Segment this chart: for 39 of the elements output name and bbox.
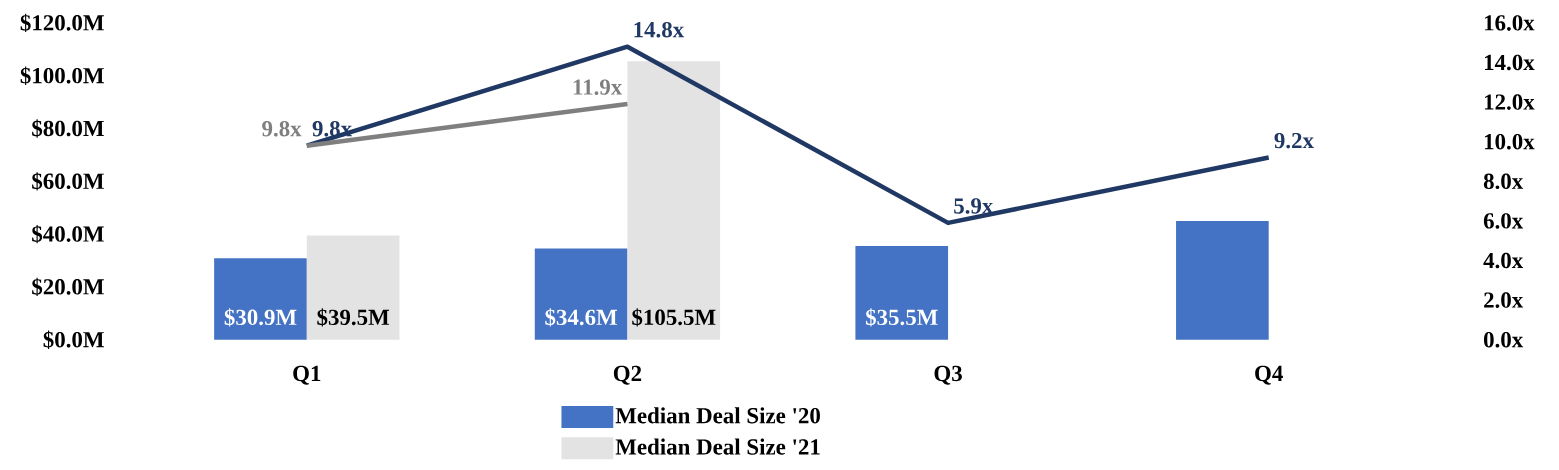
y-tick-label: $0.0M bbox=[43, 330, 104, 349]
y-tick-label: $60.0M bbox=[32, 172, 104, 191]
data-label: 5.9x bbox=[954, 198, 994, 214]
y2-tick-label: 16.0x bbox=[1484, 15, 1535, 31]
data-label: 14.8x bbox=[634, 21, 685, 38]
x-tick-label: Q3 bbox=[934, 365, 962, 385]
y2-tick-label: 4.0x bbox=[1483, 252, 1524, 269]
y-tick-label: $40.0M bbox=[32, 224, 104, 244]
y2-tick-label: 14.0x bbox=[1484, 54, 1535, 71]
bar bbox=[855, 245, 949, 340]
data-label: 9.2x bbox=[1274, 132, 1314, 149]
x-tick-label: Q4 bbox=[1255, 365, 1283, 385]
y2-tick-label: 12.0x bbox=[1484, 94, 1535, 110]
y2-tick-label: 8.0x bbox=[1483, 173, 1524, 189]
y-tick-label: $120.0M bbox=[20, 13, 104, 32]
y-tick-label: $80.0M bbox=[32, 119, 104, 138]
y2-tick-label: 10.0x bbox=[1484, 133, 1535, 150]
bar bbox=[214, 258, 307, 340]
bar bbox=[1176, 220, 1269, 340]
y2-tick-label: 6.0x bbox=[1483, 213, 1524, 229]
data-label: 9.8x bbox=[262, 120, 302, 137]
line-series bbox=[304, 44, 1271, 226]
x-tick-label: Q2 bbox=[613, 365, 642, 385]
y2-tick-label: 0.0x bbox=[1483, 331, 1524, 348]
data-label: $34.6M bbox=[545, 308, 618, 327]
y2-tick-label: 2.0x bbox=[1484, 292, 1524, 308]
data-label: $105.5M bbox=[632, 308, 716, 327]
y-tick-label: $20.0M bbox=[32, 277, 104, 296]
y-tick-label: $100.0M bbox=[20, 66, 104, 85]
data-label: $39.5M bbox=[317, 308, 390, 327]
x-tick-label: Q1 bbox=[293, 365, 321, 385]
bar bbox=[306, 235, 400, 340]
data-label: $30.9M bbox=[224, 308, 297, 327]
legend-label: Median Deal Size '20 bbox=[615, 407, 820, 424]
data-label: 11.9x bbox=[573, 79, 623, 95]
data-label: $35.5M bbox=[865, 308, 938, 327]
legend-label: Median Deal Size '21 bbox=[615, 438, 820, 455]
bar bbox=[627, 61, 721, 340]
bar bbox=[534, 248, 628, 340]
